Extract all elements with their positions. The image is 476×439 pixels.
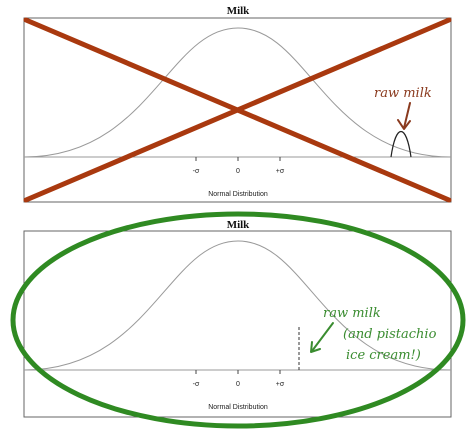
bottom-tick-label-zero: 0 bbox=[236, 381, 240, 388]
top-axis-ticks bbox=[195, 157, 281, 161]
bottom-panel: Milk -σ 0 +σ Normal Distribution raw mil… bbox=[10, 211, 466, 429]
bottom-annotation-arrow bbox=[311, 322, 334, 352]
top-tick-label-zero: 0 bbox=[236, 168, 240, 175]
top-raw-milk-bump bbox=[390, 131, 412, 158]
top-tick-label-minus-sigma: -σ bbox=[193, 168, 200, 175]
bottom-pistachio-label: (and pistachio bbox=[343, 327, 437, 342]
cross-out-mark bbox=[23, 17, 452, 203]
bottom-ice-cream-label: ice cream!) bbox=[346, 348, 421, 363]
top-panel-title: Milk bbox=[227, 5, 250, 17]
bottom-raw-milk-label: raw milk bbox=[323, 306, 381, 321]
bottom-axis-ticks bbox=[195, 370, 281, 374]
bottom-annotation-arrowhead bbox=[310, 341, 321, 353]
bottom-tick-label-plus-sigma: +σ bbox=[276, 381, 285, 388]
top-panel: Milk -σ 0 +σ Normal Distribution raw mil… bbox=[23, 5, 452, 203]
bottom-panel-frame bbox=[23, 230, 452, 418]
cross-stroke-up bbox=[23, 17, 452, 203]
top-annotation-arrow bbox=[403, 102, 411, 129]
top-raw-milk-label: raw milk bbox=[374, 86, 432, 101]
bottom-tick-label-minus-sigma: -σ bbox=[193, 381, 200, 388]
top-annotation-arrowhead bbox=[397, 119, 411, 130]
bottom-bell-curve bbox=[23, 240, 452, 371]
top-panel-frame bbox=[23, 17, 452, 203]
top-bell-curve bbox=[23, 27, 452, 158]
top-tick-label-plus-sigma: +σ bbox=[276, 168, 285, 175]
top-x-axis-label: Normal Distribution bbox=[208, 191, 268, 198]
bottom-panel-title: Milk bbox=[227, 219, 250, 231]
bottom-x-axis-label: Normal Distribution bbox=[208, 404, 268, 411]
highlight-ellipse bbox=[10, 211, 466, 429]
